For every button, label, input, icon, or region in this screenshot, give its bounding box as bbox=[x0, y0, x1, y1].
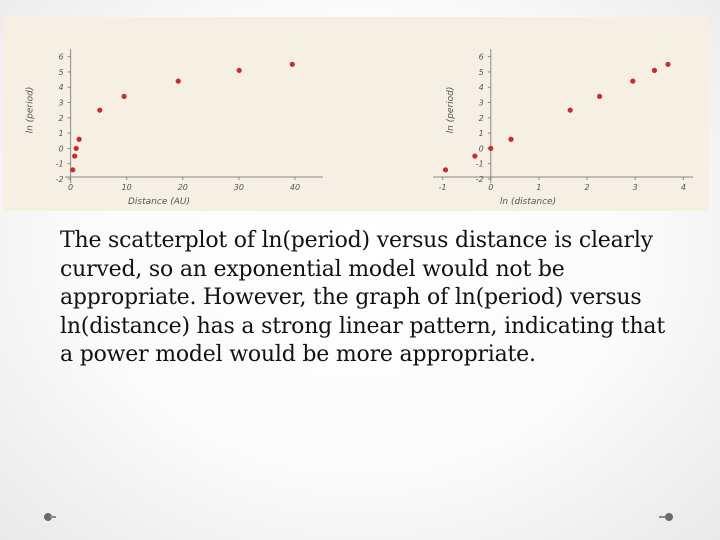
x-tick-label: 40 bbox=[290, 183, 300, 192]
y-tick-label: -1 bbox=[476, 160, 484, 169]
data-point bbox=[121, 93, 127, 100]
caption-text: The scatterplot of ln(period) versus dis… bbox=[60, 228, 665, 367]
data-point bbox=[289, 61, 295, 67]
x-axis-label: ln (distance) bbox=[500, 197, 556, 207]
data-point bbox=[442, 167, 449, 173]
y-tick-label: 5 bbox=[479, 68, 484, 77]
x-tick-label: 2 bbox=[585, 183, 590, 192]
decorative-dot-left bbox=[44, 513, 52, 521]
data-point bbox=[73, 145, 79, 152]
data-point bbox=[508, 136, 514, 142]
data-point bbox=[488, 145, 494, 152]
y-tick-label: -1 bbox=[56, 160, 64, 169]
x-tick-label: 0 bbox=[488, 183, 493, 192]
y-axis-label: ln (period) bbox=[446, 87, 456, 134]
y-tick-label: 2 bbox=[59, 114, 64, 123]
x-tick-label: 3 bbox=[633, 183, 638, 192]
y-tick-label: -2 bbox=[476, 175, 484, 184]
y-tick-label: 1 bbox=[479, 129, 484, 138]
data-point bbox=[567, 107, 573, 113]
x-tick-label: 1 bbox=[536, 183, 541, 192]
data-point bbox=[630, 78, 636, 84]
data-point bbox=[175, 78, 181, 84]
data-point bbox=[651, 67, 658, 74]
y-tick-label: 2 bbox=[479, 114, 484, 123]
figure-panel: -2 -1 0 1 2 3 4 5 6 0 10 20 30 40 Distance (AU) ln (per… bbox=[3, 17, 709, 211]
data-point bbox=[97, 107, 103, 113]
y-tick-label: 6 bbox=[479, 53, 484, 62]
x-tick-label: 30 bbox=[234, 183, 244, 192]
data-point bbox=[70, 167, 76, 173]
y-tick-label: 6 bbox=[59, 53, 64, 62]
data-point bbox=[596, 93, 603, 100]
y-tick-label: 3 bbox=[59, 99, 64, 108]
decorative-line-left bbox=[50, 516, 56, 518]
data-point bbox=[665, 61, 671, 67]
x-tick-label: 0 bbox=[68, 183, 73, 192]
data-point bbox=[236, 67, 242, 74]
y-tick-label: -2 bbox=[56, 175, 64, 184]
decorative-dot-right bbox=[665, 513, 673, 521]
x-tick-label: 10 bbox=[122, 183, 132, 192]
chart-2: -2 -1 0 1 2 3 4 5 6 -1 0 1 2 3 4 ln (distance) ln (perio… bbox=[433, 49, 693, 207]
y-tick-label: 3 bbox=[479, 99, 484, 108]
data-point bbox=[76, 136, 82, 142]
x-tick-label: 4 bbox=[681, 183, 686, 192]
y-tick-label: 0 bbox=[59, 144, 64, 153]
x-tick-label: -1 bbox=[439, 183, 447, 192]
y-tick-label: 4 bbox=[59, 83, 64, 92]
y-tick-label: 5 bbox=[59, 68, 64, 77]
data-point bbox=[72, 153, 78, 159]
x-tick-label: 20 bbox=[178, 183, 188, 192]
y-tick-label: 0 bbox=[479, 144, 484, 153]
x-axis-label: Distance (AU) bbox=[128, 197, 190, 207]
decorative-line-right bbox=[659, 516, 665, 518]
chart-1: -2 -1 0 1 2 3 4 5 6 0 10 20 30 40 Distance (AU) ln (per… bbox=[26, 49, 323, 207]
data-point bbox=[472, 153, 478, 159]
y-axis-label: ln (period) bbox=[26, 87, 36, 134]
y-tick-label: 4 bbox=[479, 83, 484, 92]
y-tick-label: 1 bbox=[59, 129, 64, 138]
